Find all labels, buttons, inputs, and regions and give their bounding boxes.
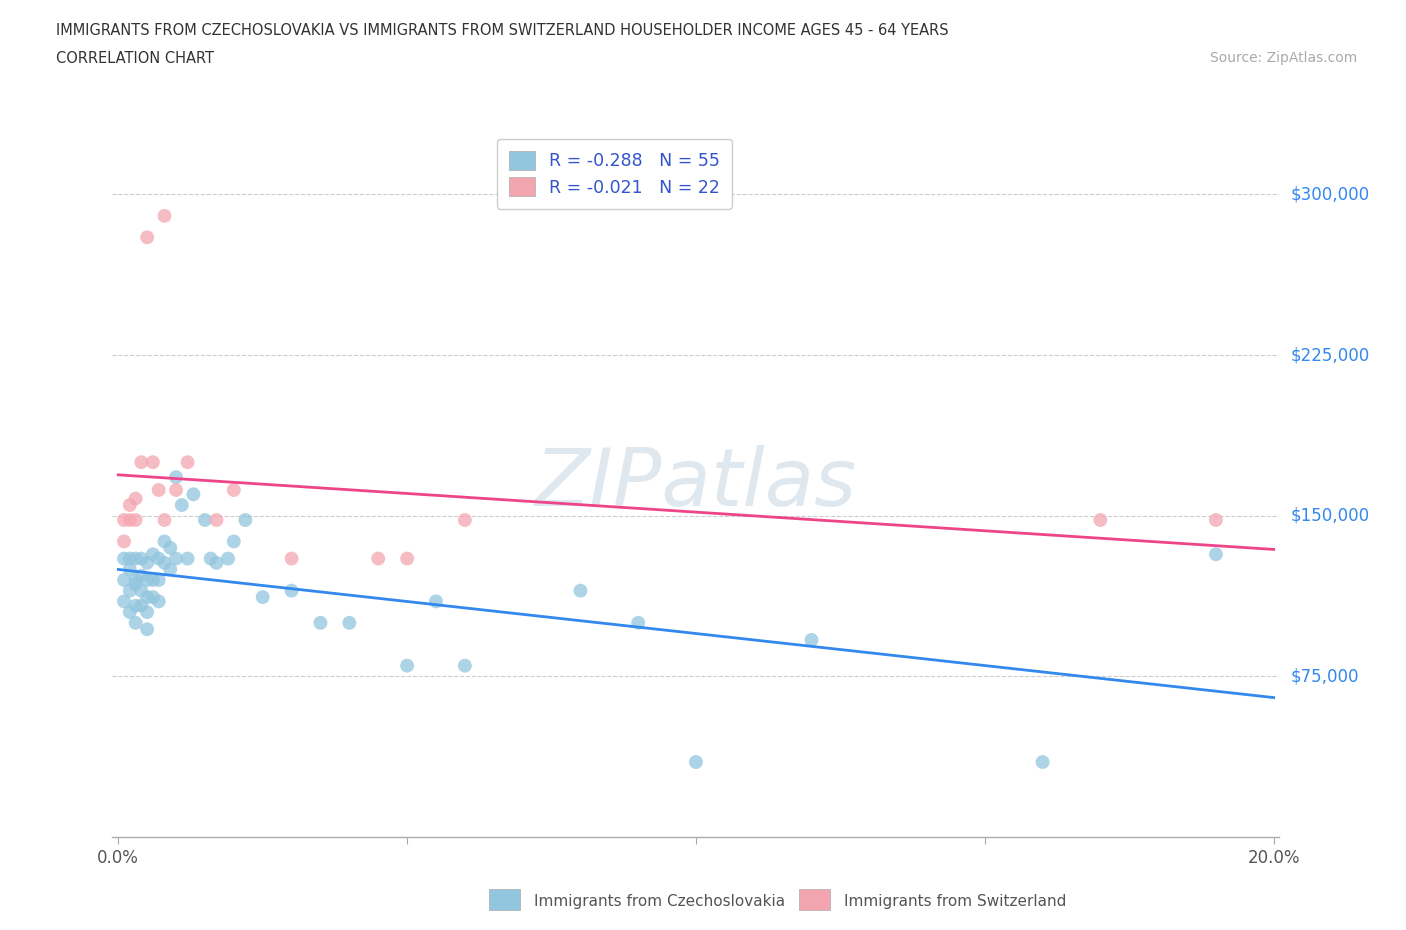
Point [124, 577, 146, 591]
Point [1205, 512, 1227, 527]
Point [205, 512, 228, 527]
Point [454, 512, 477, 527]
Point [159, 562, 181, 577]
Point [142, 547, 165, 562]
Point [252, 590, 274, 604]
Point [124, 573, 146, 588]
Point [118, 551, 141, 566]
Point [280, 551, 302, 566]
Point [124, 551, 146, 566]
Point [425, 594, 447, 609]
Point [131, 551, 153, 566]
Point [148, 573, 170, 588]
Point [170, 498, 193, 512]
Point [153, 208, 176, 223]
Point [454, 658, 477, 673]
Point [124, 598, 146, 613]
Text: Immigrants from Switzerland: Immigrants from Switzerland [844, 894, 1066, 909]
Point [131, 455, 153, 470]
Point [309, 616, 332, 631]
Point [1090, 512, 1112, 527]
Point [153, 534, 176, 549]
Text: CORRELATION CHART: CORRELATION CHART [56, 51, 214, 66]
Point [194, 512, 217, 527]
Point [148, 551, 170, 566]
Point [165, 470, 187, 485]
Point [136, 622, 159, 637]
Point [118, 583, 141, 598]
Point [176, 455, 198, 470]
Text: IMMIGRANTS FROM CZECHOSLOVAKIA VS IMMIGRANTS FROM SWITZERLAND HOUSEHOLDER INCOME: IMMIGRANTS FROM CZECHOSLOVAKIA VS IMMIGR… [56, 23, 949, 38]
Point [142, 455, 165, 470]
Point [131, 583, 153, 598]
Legend: R = -0.288   N = 55, R = -0.021   N = 22: R = -0.288 N = 55, R = -0.021 N = 22 [496, 139, 733, 208]
Point [280, 583, 302, 598]
Point [118, 562, 141, 577]
Point [222, 534, 245, 549]
Point [1032, 754, 1054, 769]
Point [112, 512, 135, 527]
Point [176, 551, 198, 566]
Text: $225,000: $225,000 [1291, 346, 1369, 364]
Point [131, 598, 153, 613]
Point [148, 594, 170, 609]
Point [112, 594, 135, 609]
Point [136, 555, 159, 570]
Point [136, 230, 159, 245]
Point [112, 534, 135, 549]
Point [112, 573, 135, 588]
Point [183, 487, 205, 502]
Text: ZIPatlas: ZIPatlas [534, 445, 858, 523]
Text: $75,000: $75,000 [1291, 668, 1360, 685]
Text: Immigrants from Czechoslovakia: Immigrants from Czechoslovakia [534, 894, 786, 909]
Point [165, 483, 187, 498]
Point [235, 512, 257, 527]
Point [131, 568, 153, 583]
Point [627, 616, 650, 631]
Point [142, 590, 165, 604]
Point [153, 555, 176, 570]
Point [1205, 547, 1227, 562]
Point [112, 551, 135, 566]
Point [222, 483, 245, 498]
Point [153, 512, 176, 527]
Point [337, 616, 360, 631]
Point [124, 512, 146, 527]
Point [569, 583, 592, 598]
Point [165, 551, 187, 566]
Point [148, 483, 170, 498]
Text: $300,000: $300,000 [1291, 185, 1369, 204]
Point [124, 491, 146, 506]
Point [136, 573, 159, 588]
Point [396, 551, 419, 566]
Point [124, 616, 146, 631]
Point [685, 754, 707, 769]
Point [159, 540, 181, 555]
Point [142, 573, 165, 588]
Point [217, 551, 239, 566]
Point [136, 590, 159, 604]
Point [396, 658, 419, 673]
Point [205, 555, 228, 570]
Point [200, 551, 222, 566]
Point [118, 512, 141, 527]
Text: $150,000: $150,000 [1291, 507, 1369, 525]
Point [118, 604, 141, 619]
Point [800, 632, 823, 647]
Point [367, 551, 389, 566]
Point [118, 498, 141, 512]
Text: Source: ZipAtlas.com: Source: ZipAtlas.com [1209, 51, 1357, 65]
Point [136, 604, 159, 619]
